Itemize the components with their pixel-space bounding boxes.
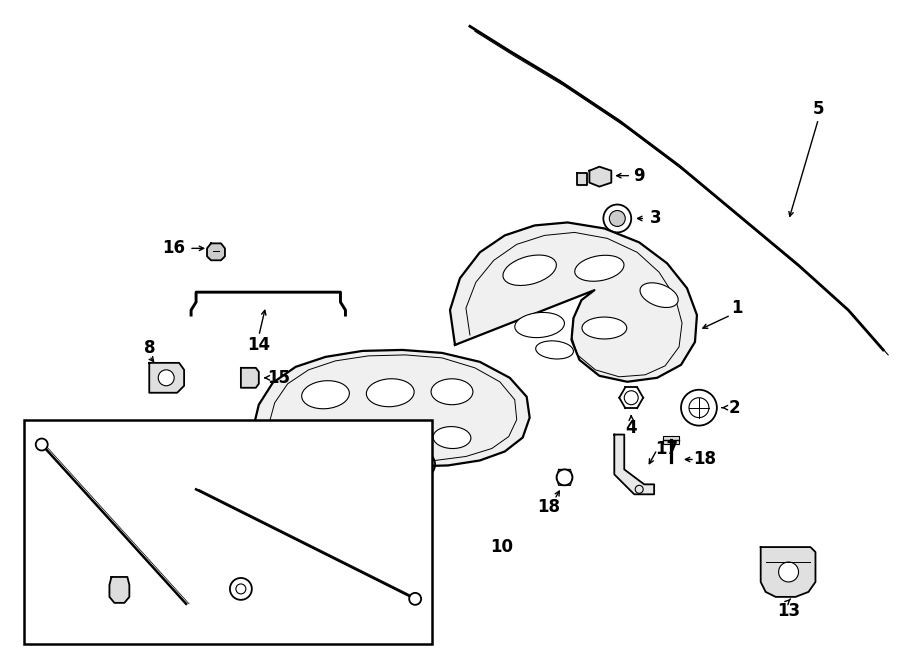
Text: 16: 16 [163, 239, 185, 257]
Circle shape [36, 438, 48, 451]
Text: 3: 3 [651, 210, 661, 227]
Polygon shape [207, 243, 225, 260]
Circle shape [158, 370, 175, 386]
Bar [23, 420, 432, 644]
Polygon shape [450, 223, 697, 382]
Circle shape [410, 593, 421, 605]
Text: 17: 17 [655, 440, 679, 459]
Text: 15: 15 [267, 369, 290, 387]
Ellipse shape [575, 255, 624, 282]
Text: 10: 10 [491, 538, 513, 556]
Polygon shape [615, 434, 654, 494]
Circle shape [319, 459, 343, 483]
Text: 9: 9 [634, 167, 645, 184]
Text: 18: 18 [537, 498, 560, 516]
Ellipse shape [315, 428, 356, 451]
Polygon shape [590, 167, 611, 186]
Ellipse shape [503, 255, 556, 286]
Polygon shape [578, 173, 588, 184]
Polygon shape [760, 547, 815, 597]
Text: 5: 5 [813, 100, 824, 118]
Ellipse shape [515, 313, 564, 338]
Ellipse shape [640, 283, 679, 307]
Text: 8: 8 [143, 339, 155, 357]
Text: 2: 2 [729, 399, 741, 416]
Circle shape [778, 562, 798, 582]
Ellipse shape [431, 379, 472, 405]
Text: 4: 4 [626, 418, 637, 436]
Circle shape [625, 391, 638, 405]
Text: 13: 13 [777, 602, 800, 620]
Text: 12: 12 [230, 615, 252, 633]
Text: 11: 11 [108, 615, 130, 633]
Ellipse shape [536, 341, 573, 359]
Text: 6: 6 [417, 488, 428, 506]
Text: 14: 14 [248, 336, 270, 354]
Ellipse shape [582, 317, 626, 339]
Circle shape [556, 469, 572, 485]
Polygon shape [149, 363, 184, 393]
Circle shape [410, 451, 435, 477]
Ellipse shape [433, 426, 471, 449]
Bar [663, 436, 679, 444]
Text: 18: 18 [693, 450, 716, 469]
Circle shape [681, 390, 717, 426]
Text: 1: 1 [731, 299, 742, 317]
Ellipse shape [374, 428, 416, 451]
Polygon shape [241, 368, 259, 388]
Text: 7: 7 [312, 488, 324, 506]
Circle shape [603, 204, 631, 233]
Polygon shape [110, 577, 130, 603]
Circle shape [609, 210, 626, 227]
Ellipse shape [366, 379, 414, 407]
Polygon shape [253, 350, 530, 467]
Circle shape [230, 578, 252, 600]
Ellipse shape [302, 381, 349, 408]
